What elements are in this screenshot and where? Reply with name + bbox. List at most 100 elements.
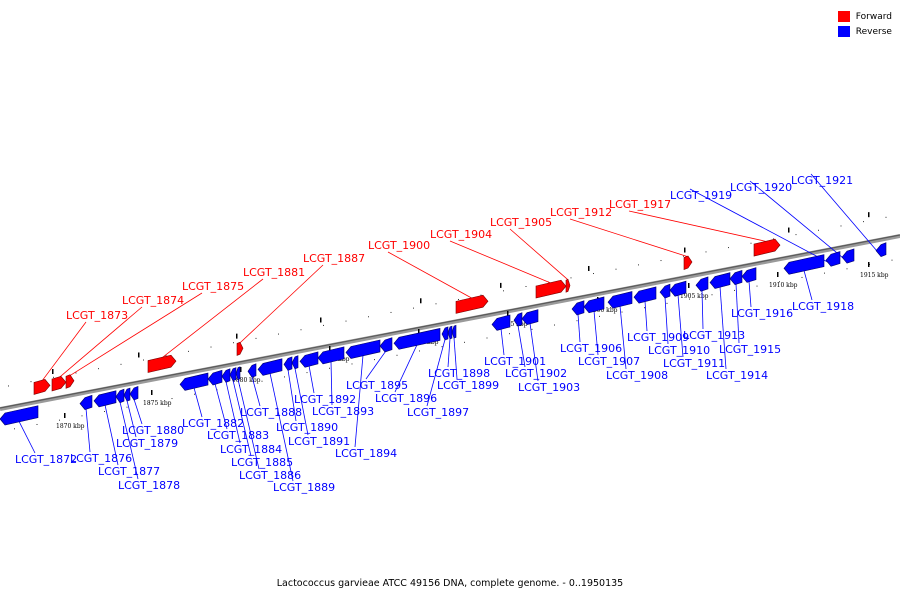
legend-reverse: Reverse (837, 24, 892, 39)
minor-tick-upper (53, 376, 54, 378)
gene-label: LCGT_1877 (98, 465, 160, 478)
gene-arrow-lcgt_1901 (491, 314, 511, 331)
leader-line (387, 251, 473, 299)
gene-arrow-lcgt_1899 (451, 324, 457, 339)
gene-label: LCGT_1883 (207, 429, 269, 442)
gene-label: LCGT_1920 (730, 181, 792, 194)
minor-tick-upper (98, 368, 99, 370)
leader-line (85, 408, 91, 453)
gene-arrow-lcgt_1918 (783, 254, 825, 275)
gene-arrow-lcgt_1906 (571, 300, 585, 316)
minor-tick-upper (525, 285, 527, 287)
gene-label: LCGT_1885 (231, 456, 293, 469)
gene-arrow-lcgt_1896 (393, 328, 441, 350)
forward-swatch (837, 11, 850, 22)
minor-tick-lower (104, 411, 105, 413)
gene-label: LCGT_1890 (276, 421, 338, 434)
leader-line (214, 383, 228, 430)
gene-arrow-lcgt_1893 (317, 346, 345, 365)
gene-label: LCGT_1908 (606, 369, 668, 382)
minor-tick-lower (284, 376, 285, 378)
gene-arrow-lcgt_1880 (129, 386, 139, 401)
minor-tick-lower (306, 372, 308, 374)
legend: Forward Reverse (837, 9, 892, 39)
gene-arrow-lcgt_1904 (535, 279, 567, 299)
minor-tick-lower (531, 328, 533, 330)
major-tick-upper (684, 247, 686, 253)
gene-arrow-lcgt_1877 (93, 390, 117, 408)
gene-label: LCGT_1887 (303, 252, 365, 265)
gene-labels: LCGT_1872LCGT_1873LCGT_1874LCGT_1875LCGT… (15, 174, 854, 494)
minor-tick-lower (396, 354, 398, 356)
minor-tick-upper (638, 264, 639, 266)
leader-line (500, 328, 505, 356)
axis-tick-label: 1875 kbp (143, 400, 172, 407)
major-tick-upper (788, 227, 790, 233)
gene-arrow-lcgt_1912 (683, 255, 693, 270)
axis-tick-label: 1910 kbp (769, 282, 798, 289)
leader-line (394, 344, 418, 393)
gene-arrows (0, 238, 887, 426)
gene-label: LCGT_1889 (273, 481, 335, 494)
gene-label: LCGT_1886 (239, 469, 301, 482)
minor-tick-upper (435, 303, 437, 305)
minor-tick-upper (233, 342, 234, 344)
minor-tick-upper (885, 216, 887, 218)
genome-backbone (0, 234, 900, 411)
minor-tick-lower (351, 363, 353, 365)
gene-arrow-lcgt_1873 (33, 379, 51, 395)
gene-arrow-lcgt_1889 (257, 358, 283, 376)
minor-tick-lower (194, 393, 195, 395)
gene-label: LCGT_1921 (791, 174, 853, 187)
gene-arrow-lcgt_1905 (565, 279, 571, 293)
gene-label: LCGT_1902 (505, 367, 567, 380)
minor-tick-upper (390, 311, 392, 313)
leader-line (749, 180, 849, 263)
gene-label: LCGT_1916 (731, 307, 793, 320)
gene-label: LCGT_1918 (792, 300, 854, 313)
gene-arrow-lcgt_1875 (65, 374, 75, 389)
gene-arrow-lcgt_1879 (123, 387, 131, 402)
leader-lines (18, 173, 882, 482)
gene-arrow-lcgt_1919 (825, 251, 841, 267)
gene-label: LCGT_1906 (560, 342, 622, 355)
leader-line (41, 321, 87, 382)
minor-tick-upper (323, 324, 324, 326)
axis-tick-label: 1870 kbp (56, 423, 85, 430)
gene-arrow-lcgt_1878 (115, 388, 125, 404)
minor-tick-upper (8, 385, 9, 387)
gene-arrow-lcgt_1876 (79, 394, 93, 410)
leader-line (365, 350, 387, 380)
gene-label: LCGT_1910 (648, 344, 710, 357)
gene-arrow-lcgt_1916 (741, 267, 757, 283)
major-tick-lower (868, 262, 870, 267)
leader-line (232, 380, 252, 457)
minor-tick-lower (464, 341, 465, 343)
leader-line (426, 339, 446, 407)
gene-arrow-lcgt_1908 (607, 291, 633, 309)
gene-label: LCGT_1913 (683, 329, 745, 342)
leader-line (133, 399, 143, 425)
leader-line (735, 283, 740, 344)
gene-label: LCGT_1892 (294, 393, 356, 406)
gene-label: LCGT_1893 (312, 405, 374, 418)
major-tick-upper (420, 298, 422, 304)
leader-line (104, 404, 119, 466)
major-tick-upper (138, 352, 140, 358)
gene-label: LCGT_1900 (368, 239, 430, 252)
gene-label: LCGT_1917 (609, 198, 671, 211)
gene-label: LCGT_1895 (346, 379, 408, 392)
leader-line (251, 376, 261, 407)
minor-tick-lower (59, 419, 60, 421)
leader-line (294, 368, 309, 436)
backbone-highlight (0, 234, 900, 409)
gene-label: LCGT_1874 (122, 294, 184, 307)
gene-label: LCGT_1896 (375, 392, 437, 405)
minor-tick-lower (801, 276, 803, 278)
axis-tick-label: 1895 kbp (499, 321, 528, 328)
leader-line (269, 373, 294, 482)
gene-arrow-lcgt_1891 (291, 355, 299, 370)
gene-label: LCGT_1882 (182, 417, 244, 430)
gene-label: LCGT_1878 (118, 479, 180, 492)
minor-tick-upper (278, 333, 279, 335)
